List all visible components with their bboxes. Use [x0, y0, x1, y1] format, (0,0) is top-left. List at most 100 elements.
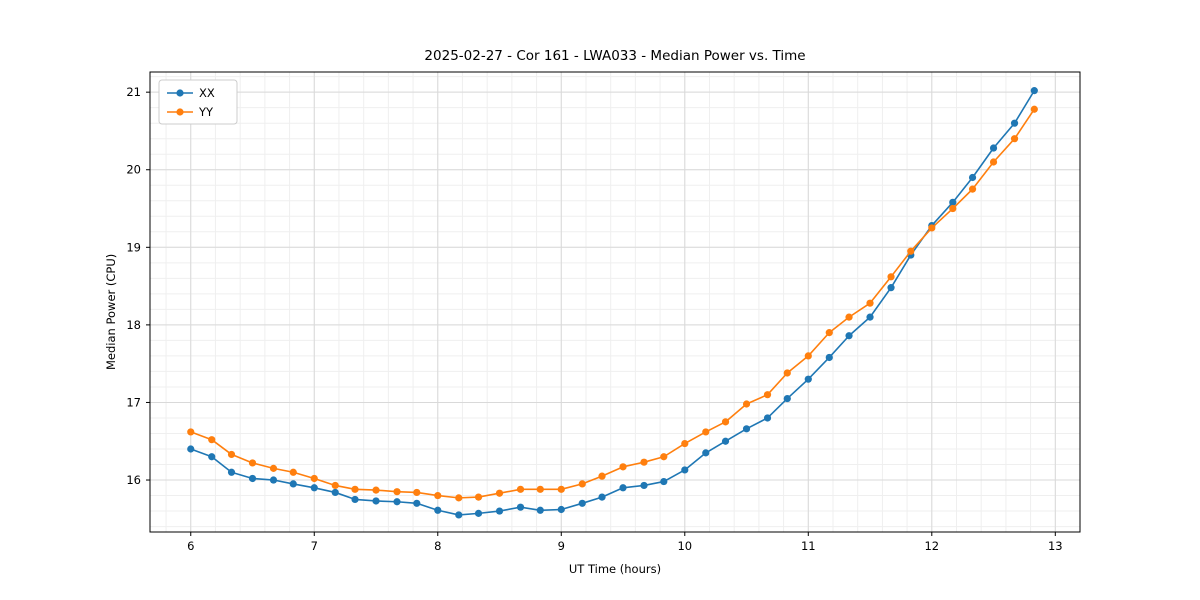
data-point — [269, 464, 278, 472]
x-tick-label: 10 — [677, 539, 692, 553]
data-point — [310, 474, 318, 483]
y-tick-label: 16 — [126, 473, 141, 487]
data-point — [989, 144, 998, 152]
data-point — [227, 468, 236, 476]
data-point — [887, 284, 895, 292]
data-point — [825, 329, 833, 337]
data-point — [434, 491, 442, 500]
data-point — [557, 485, 565, 493]
grid-minor — [150, 72, 1081, 532]
legend-marker — [176, 89, 184, 97]
data-point — [989, 158, 998, 166]
data-point — [949, 204, 957, 213]
data-point — [187, 445, 195, 453]
data-point — [598, 472, 606, 480]
data-point — [721, 418, 730, 426]
data-point — [702, 449, 710, 457]
data-point — [351, 495, 359, 504]
data-point — [289, 468, 297, 476]
data-point — [949, 198, 957, 206]
x-tick-label: 9 — [558, 539, 565, 553]
data-point — [331, 488, 339, 497]
legend-box — [158, 79, 238, 125]
data-point — [1010, 135, 1019, 143]
data-point — [455, 494, 463, 502]
data-point — [804, 352, 812, 360]
data-point — [660, 477, 668, 486]
data-point — [413, 488, 421, 497]
data-point — [783, 394, 791, 403]
data-point — [825, 353, 833, 362]
data-point — [248, 459, 257, 467]
x-tick-label: 8 — [434, 539, 441, 553]
legend-label: YY — [198, 105, 214, 119]
x-axis-label: UT Time (hours) — [568, 562, 662, 576]
data-point — [1010, 119, 1019, 127]
data-point — [393, 488, 401, 496]
x-tick-label: 7 — [311, 539, 318, 553]
data-point — [208, 436, 216, 444]
data-point — [681, 466, 689, 474]
data-point — [1030, 87, 1038, 95]
data-point — [413, 499, 421, 507]
axes-border — [149, 71, 1081, 533]
x-axis-ticks: 6 7 8 9 10 11 12 13 — [187, 532, 1063, 553]
legend: XX YY — [158, 79, 238, 125]
data-point — [866, 313, 874, 321]
y-tick-label: 19 — [126, 240, 141, 254]
data-point — [372, 486, 380, 494]
data-point — [455, 511, 463, 519]
data-point — [516, 485, 525, 493]
y-tick-label: 18 — [126, 318, 141, 332]
data-point — [289, 480, 297, 488]
y-axis-ticks: 16 17 18 19 20 21 — [126, 85, 150, 487]
data-point — [845, 332, 853, 340]
data-point — [474, 509, 483, 517]
data-point — [702, 428, 710, 436]
data-point — [310, 484, 318, 492]
data-point — [248, 474, 257, 483]
data-point — [907, 247, 915, 255]
y-tick-label: 17 — [126, 395, 141, 409]
data-point — [536, 506, 544, 514]
data-point — [640, 481, 648, 490]
data-point — [804, 375, 812, 383]
data-point — [208, 453, 216, 461]
data-point — [619, 463, 627, 471]
data-point — [536, 485, 544, 493]
y-tick-label: 20 — [126, 163, 141, 177]
data-point — [660, 453, 668, 461]
data-point — [187, 428, 195, 436]
data-point — [269, 476, 278, 484]
data-point — [393, 498, 401, 506]
data-point — [227, 450, 236, 459]
data-point — [331, 481, 339, 490]
series-YY — [187, 105, 1038, 502]
data-point — [1030, 105, 1038, 113]
data-point — [474, 493, 483, 501]
data-point — [742, 400, 751, 408]
data-point — [516, 503, 525, 511]
legend-label: XX — [199, 86, 215, 100]
data-point — [557, 505, 565, 514]
data-point — [434, 506, 442, 514]
legend-item-YY: YY — [167, 105, 214, 119]
data-point — [845, 313, 853, 321]
legend-item-XX: XX — [167, 86, 215, 100]
data-point — [968, 185, 977, 193]
data-point — [721, 437, 730, 445]
data-point — [763, 414, 772, 422]
data-point — [763, 391, 772, 399]
data-point — [578, 499, 586, 507]
series-XX — [187, 87, 1038, 519]
x-tick-label: 13 — [1048, 539, 1063, 553]
data-point — [681, 439, 689, 448]
data-point — [783, 369, 791, 377]
data-point — [640, 458, 648, 466]
data-point — [495, 489, 504, 497]
data-point — [968, 173, 977, 182]
data-point — [742, 425, 751, 433]
data-point — [351, 485, 359, 493]
